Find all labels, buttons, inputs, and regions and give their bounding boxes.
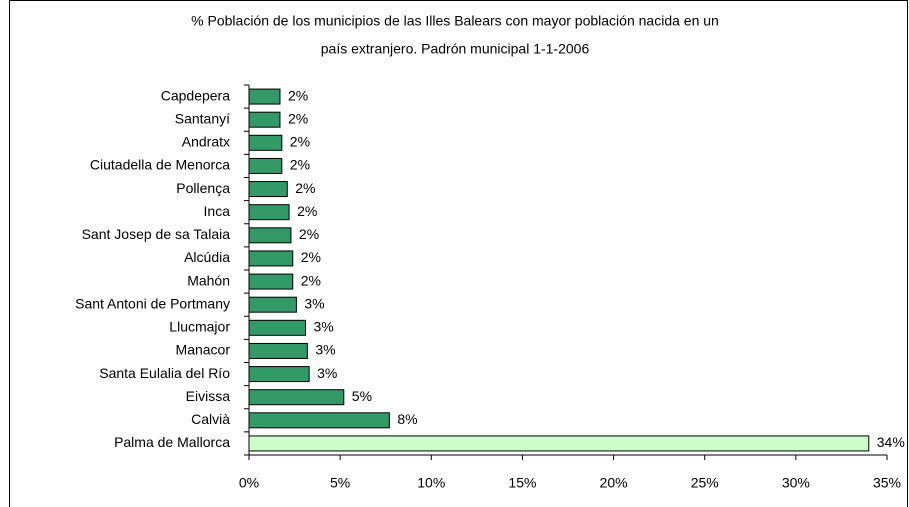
value-label: 2% (299, 226, 319, 242)
y-tick-label: Santa Eulalia del Río (99, 365, 230, 381)
y-tick-label: Sant Antoni de Portmany (75, 295, 230, 311)
value-label: 8% (397, 411, 417, 427)
bar (248, 412, 390, 429)
value-label: 2% (301, 249, 321, 265)
x-tick-label: 5% (330, 475, 350, 491)
bar (248, 181, 288, 198)
chart-title: país extranjero. Padrón municipal 1-1-20… (321, 41, 590, 57)
x-tick-label: 20% (600, 475, 628, 491)
value-label: 2% (301, 272, 321, 288)
value-label: 2% (297, 203, 317, 219)
y-tick-label: Calvià (191, 411, 230, 427)
bar (248, 227, 292, 244)
bar (248, 296, 297, 313)
value-label: 3% (315, 342, 335, 358)
y-tick-label: Inca (204, 203, 231, 219)
y-tick-label: Santanyí (175, 110, 230, 126)
value-label: 2% (288, 87, 308, 103)
x-tick-label: 10% (417, 475, 445, 491)
bar (248, 204, 290, 221)
chart-title: % Población de los municipios de las Ill… (191, 13, 719, 29)
value-label: 2% (290, 157, 310, 173)
bar (248, 250, 294, 267)
bar (248, 273, 294, 290)
value-label: 2% (288, 110, 308, 126)
y-tick-label: Pollença (176, 180, 230, 196)
x-tick-label: 15% (508, 475, 536, 491)
chart-frame (9, 0, 908, 507)
x-tick-label: 35% (873, 475, 901, 491)
value-label: 3% (317, 365, 337, 381)
y-tick-label: Alcúdia (184, 249, 230, 265)
bar (248, 435, 870, 452)
bar (248, 88, 281, 105)
y-tick-label: Sant Josep de sa Talaia (82, 226, 231, 242)
value-label: 2% (290, 134, 310, 150)
x-tick-label: 25% (691, 475, 719, 491)
value-label: 2% (295, 180, 315, 196)
y-tick-label: Mahón (187, 272, 230, 288)
value-label: 5% (352, 388, 372, 404)
y-tick-label: Capdepera (161, 87, 230, 103)
y-tick-label: Llucmajor (169, 319, 230, 335)
bar (248, 134, 283, 151)
y-tick-label: Manacor (176, 342, 231, 358)
x-tick-label: 30% (782, 475, 810, 491)
value-label: 3% (304, 295, 324, 311)
y-tick-label: Ciutadella de Menorca (90, 157, 230, 173)
value-label: 34% (877, 434, 905, 450)
x-tick-label: 0% (239, 475, 259, 491)
y-tick-label: Palma de Mallorca (114, 434, 230, 450)
bar (248, 366, 310, 383)
bar (248, 389, 345, 406)
y-tick-label: Andratx (182, 134, 230, 150)
bar (248, 319, 307, 336)
value-label: 3% (314, 319, 334, 335)
bar (248, 157, 283, 174)
bar (248, 342, 308, 359)
y-tick-label: Eivissa (186, 388, 231, 404)
bar (248, 111, 281, 128)
